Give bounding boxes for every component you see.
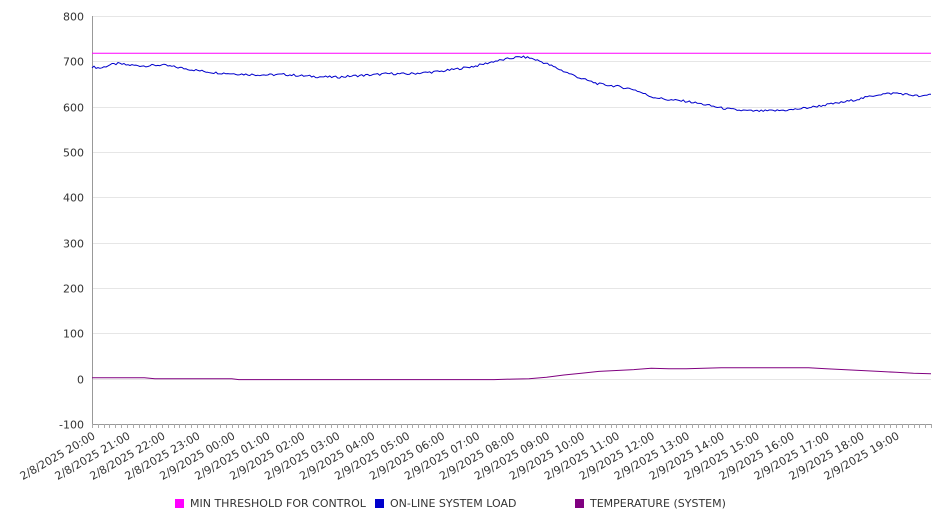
series-lines xyxy=(91,52,932,381)
legend-label-temperature: TEMPERATURE (SYSTEM) xyxy=(590,497,726,510)
y-tick-label: 400 xyxy=(63,192,84,205)
legend: MIN THRESHOLD FOR CONTROL ON-LINE SYSTEM… xyxy=(0,497,946,515)
series-temperature-line xyxy=(92,367,932,381)
legend-item-temperature: TEMPERATURE (SYSTEM) xyxy=(575,497,726,510)
legend-swatch-temperature xyxy=(575,499,584,508)
grid xyxy=(92,16,931,425)
y-tick-label: 700 xyxy=(63,56,84,69)
legend-item-system-load: ON-LINE SYSTEM LOAD xyxy=(375,497,516,510)
legend-label-min-threshold: MIN THRESHOLD FOR CONTROL xyxy=(190,497,366,510)
y-tick-label: 0 xyxy=(77,374,84,387)
legend-swatch-min-threshold xyxy=(175,499,184,508)
y-tick-label: -100 xyxy=(59,419,84,432)
legend-item-min-threshold: MIN THRESHOLD FOR CONTROL xyxy=(175,497,366,510)
y-tick-label: 500 xyxy=(63,147,84,160)
y-tick-label: 100 xyxy=(63,328,84,341)
legend-swatch-system-load xyxy=(375,499,384,508)
y-tick-label: 300 xyxy=(63,238,84,251)
y-tick-label: 600 xyxy=(63,102,84,115)
y-tick-label: 800 xyxy=(63,11,84,24)
legend-label-system-load: ON-LINE SYSTEM LOAD xyxy=(390,497,517,510)
y-tick-label: 200 xyxy=(63,283,84,296)
series-system-load-line xyxy=(91,55,931,112)
